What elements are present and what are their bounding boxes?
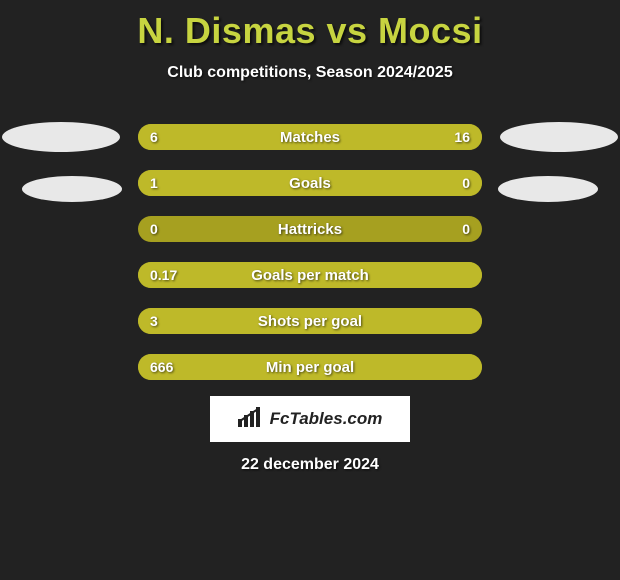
page-title: N. Dismas vs Mocsi	[0, 0, 620, 52]
snapshot-date: 22 december 2024	[0, 456, 620, 474]
player-right-avatar-placeholder-1	[500, 122, 618, 152]
stat-bar-left	[138, 354, 482, 380]
player-left-avatar-placeholder-2	[22, 176, 122, 202]
stat-bar-left	[138, 308, 482, 334]
stat-value-left: 0	[150, 216, 158, 242]
source-logo-text: FcTables.com	[270, 409, 383, 429]
stat-row: 616Matches	[138, 124, 482, 150]
stat-bar-right	[231, 124, 482, 150]
stat-bar-left	[138, 262, 482, 288]
stat-bar-right	[403, 170, 482, 196]
stat-row: 0.17Goals per match	[138, 262, 482, 288]
stat-row: 0 0Hattricks	[138, 216, 482, 242]
page-subtitle: Club competitions, Season 2024/2025	[0, 64, 620, 82]
stat-bar-left	[138, 124, 231, 150]
stat-bar-left	[138, 170, 403, 196]
source-logo: FcTables.com	[210, 396, 410, 442]
stat-row: 3Shots per goal	[138, 308, 482, 334]
chart-icon	[238, 407, 264, 432]
stat-row: 666Min per goal	[138, 354, 482, 380]
player-right-avatar-placeholder-2	[498, 176, 598, 202]
stat-value-right: 0	[462, 216, 470, 242]
stat-row: 10Goals	[138, 170, 482, 196]
comparison-bars: 616Matches 10Goals 0 0Hattricks 0.17Goals pe…	[138, 124, 482, 400]
player-left-avatar-placeholder-1	[2, 122, 120, 152]
stat-label: Hattricks	[138, 216, 482, 242]
